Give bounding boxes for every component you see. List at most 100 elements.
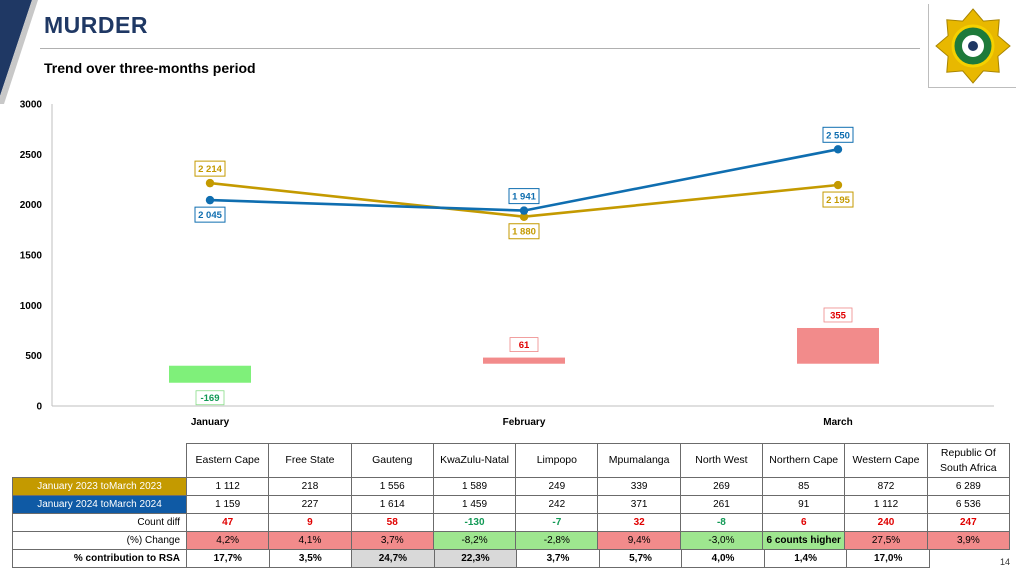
corner-stripe-decoration bbox=[0, 0, 38, 104]
table-cell: 85 bbox=[762, 477, 846, 496]
difference-bar bbox=[169, 365, 251, 383]
table-cell: 218 bbox=[268, 477, 352, 496]
y-tick-label: 3000 bbox=[20, 100, 43, 111]
series-point bbox=[519, 206, 529, 215]
y-tick-label: 0 bbox=[36, 402, 42, 413]
saps-star-logo-icon bbox=[935, 8, 1011, 84]
series-data-label: 2 195 bbox=[826, 195, 850, 206]
series-point bbox=[205, 178, 215, 188]
count-diff-cell: -130 bbox=[432, 513, 517, 532]
difference-label: -169 bbox=[200, 393, 219, 404]
provincial-data-table: Eastern Cape Free State Gauteng KwaZulu-Nat… bbox=[12, 443, 1011, 550]
pct-change-cell: 27,5% bbox=[844, 531, 928, 550]
table-cell: 91 bbox=[762, 495, 846, 514]
difference-label-box bbox=[509, 337, 539, 352]
count-diff-cell: 58 bbox=[350, 513, 434, 532]
contribution-cell: 24,7% bbox=[351, 549, 435, 568]
x-tick-label: January bbox=[191, 417, 230, 428]
table-cell: 371 bbox=[597, 495, 681, 514]
column-header: Northern Cape bbox=[762, 443, 846, 478]
series-data-label: 2 045 bbox=[198, 210, 222, 221]
count-diff-cell: 247 bbox=[926, 513, 1011, 532]
series-data-label-box bbox=[194, 160, 226, 177]
series-data-label: 1 880 bbox=[512, 227, 536, 238]
pct-change-cell: -3,0% bbox=[679, 531, 764, 550]
table-cell: 227 bbox=[268, 495, 352, 514]
difference-label: 355 bbox=[830, 310, 847, 321]
table-cell: 1 112 bbox=[185, 477, 270, 496]
table-row: (%) Change 4,2% 4,1% 3,7% -8,2% -2,8% 9,4% -3,0… bbox=[12, 531, 1011, 550]
column-header: Republic Of South Africa bbox=[926, 443, 1011, 478]
table-cell: 1 159 bbox=[185, 495, 270, 514]
table-cell: 1 459 bbox=[432, 495, 517, 514]
series-point bbox=[519, 212, 529, 221]
column-header: Free State bbox=[268, 443, 352, 478]
difference-bar bbox=[797, 327, 879, 364]
series-data-label: 2 214 bbox=[198, 164, 222, 175]
pct-change-cell: -8,2% bbox=[432, 531, 517, 550]
pct-change-cell: 3,7% bbox=[350, 531, 434, 550]
table-cell: 6 289 bbox=[926, 477, 1011, 496]
pct-change-cell: 4,2% bbox=[185, 531, 270, 550]
table-cell: 1 112 bbox=[844, 495, 928, 514]
series-point bbox=[833, 180, 843, 190]
row-label-period: January 2023 toMarch 2023 bbox=[12, 477, 187, 496]
logo-frame bbox=[928, 4, 1016, 88]
murder-trend-chart: 0 500 1000 1500 2000 2500 3000 January February M… bbox=[20, 100, 994, 428]
difference-label-box bbox=[195, 390, 225, 406]
table-cell: 1 589 bbox=[432, 477, 517, 496]
page-subtitle: Trend over three-months period bbox=[44, 60, 256, 76]
pct-change-cell: 6 counts higher bbox=[762, 531, 846, 550]
series-data-label: 2 550 bbox=[826, 130, 850, 141]
series-data-label-box bbox=[822, 126, 854, 143]
series-data-label-box bbox=[508, 188, 540, 205]
column-header: Mpumalanga bbox=[597, 443, 681, 478]
page-number: 14 bbox=[1000, 557, 1011, 567]
table-cell: 1 614 bbox=[350, 495, 434, 514]
column-header: Western Cape bbox=[844, 443, 928, 478]
pct-change-cell: 9,4% bbox=[597, 531, 681, 550]
table-cell: 249 bbox=[515, 477, 599, 496]
series-data-label-box bbox=[194, 206, 226, 223]
difference-bar bbox=[483, 357, 565, 364]
contribution-cell: 3,7% bbox=[516, 549, 600, 568]
y-tick-label: 500 bbox=[25, 351, 42, 362]
y-tick-label: 2000 bbox=[20, 200, 43, 211]
column-header: Limpopo bbox=[515, 443, 599, 478]
contribution-cell: 4,0% bbox=[681, 549, 765, 568]
count-diff-cell: 9 bbox=[268, 513, 352, 532]
row-label-pct-change: (%) Change bbox=[12, 531, 187, 550]
count-diff-cell: 47 bbox=[185, 513, 270, 532]
series-data-label-box bbox=[822, 191, 854, 208]
row-label-period: January 2024 toMarch 2024 bbox=[12, 495, 187, 514]
table-cell: 1 556 bbox=[350, 477, 434, 496]
row-label-contribution: % contribution to RSA bbox=[12, 549, 187, 568]
contribution-cell: 3,5% bbox=[268, 549, 353, 568]
pct-change-cell: 4,1% bbox=[268, 531, 352, 550]
table-cell: 261 bbox=[679, 495, 764, 514]
table-cell: 339 bbox=[597, 477, 681, 496]
column-header: North West bbox=[679, 443, 764, 478]
table-corner-blank bbox=[13, 444, 187, 478]
series-data-label-box bbox=[508, 223, 540, 240]
page-title: MURDER bbox=[44, 12, 148, 38]
contribution-cell: 1,4% bbox=[763, 549, 848, 568]
table-row: January 2024 toMarch 2024 1 159 227 1 614 1 … bbox=[12, 495, 1011, 514]
table-row: Count diff 47 9 58 -130 -7 32 -8 6 240 247 bbox=[12, 513, 1011, 532]
contribution-cell: 5,7% bbox=[598, 549, 683, 568]
contribution-cell: 22,3% bbox=[433, 549, 518, 568]
pct-change-cell: -2,8% bbox=[515, 531, 599, 550]
x-tick-label: March bbox=[823, 417, 852, 428]
table-row: January 2023 toMarch 2023 1 112 218 1 556 1 … bbox=[12, 477, 1011, 496]
row-label-count-diff: Count diff bbox=[12, 513, 187, 532]
column-header: KwaZulu-Natal bbox=[432, 443, 517, 478]
x-tick-label: February bbox=[503, 417, 546, 428]
count-diff-cell: -7 bbox=[515, 513, 599, 532]
y-tick-label: 1000 bbox=[20, 301, 43, 312]
series-point bbox=[833, 145, 843, 154]
column-header: Eastern Cape bbox=[185, 443, 270, 478]
contribution-cell: 17,0% bbox=[846, 549, 930, 568]
contribution-table: % contribution to RSA 17,7% 3,5% 24,7% 22,3%… bbox=[12, 549, 930, 568]
y-tick-label: 2500 bbox=[20, 150, 43, 161]
difference-label-box bbox=[823, 307, 853, 323]
